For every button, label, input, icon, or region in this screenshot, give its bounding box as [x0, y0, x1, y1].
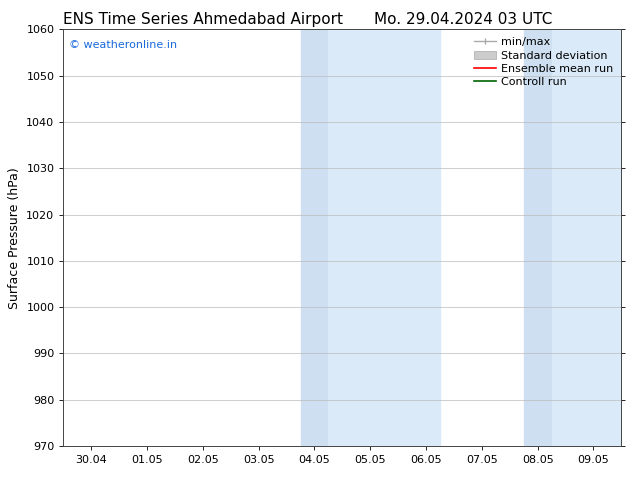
Legend: min/max, Standard deviation, Ensemble mean run, Controll run: min/max, Standard deviation, Ensemble me…	[469, 33, 618, 92]
Bar	[552, 29, 621, 446]
Text: ENS Time Series Ahmedabad Airport: ENS Time Series Ahmedabad Airport	[63, 12, 343, 27]
Text: Mo. 29.04.2024 03 UTC: Mo. 29.04.2024 03 UTC	[373, 12, 552, 27]
Y-axis label: Surface Pressure (hPa): Surface Pressure (hPa)	[8, 167, 21, 309]
Bar	[301, 29, 328, 446]
Bar	[328, 29, 440, 446]
Bar	[524, 29, 552, 446]
Text: © weatheronline.in: © weatheronline.in	[69, 40, 177, 50]
